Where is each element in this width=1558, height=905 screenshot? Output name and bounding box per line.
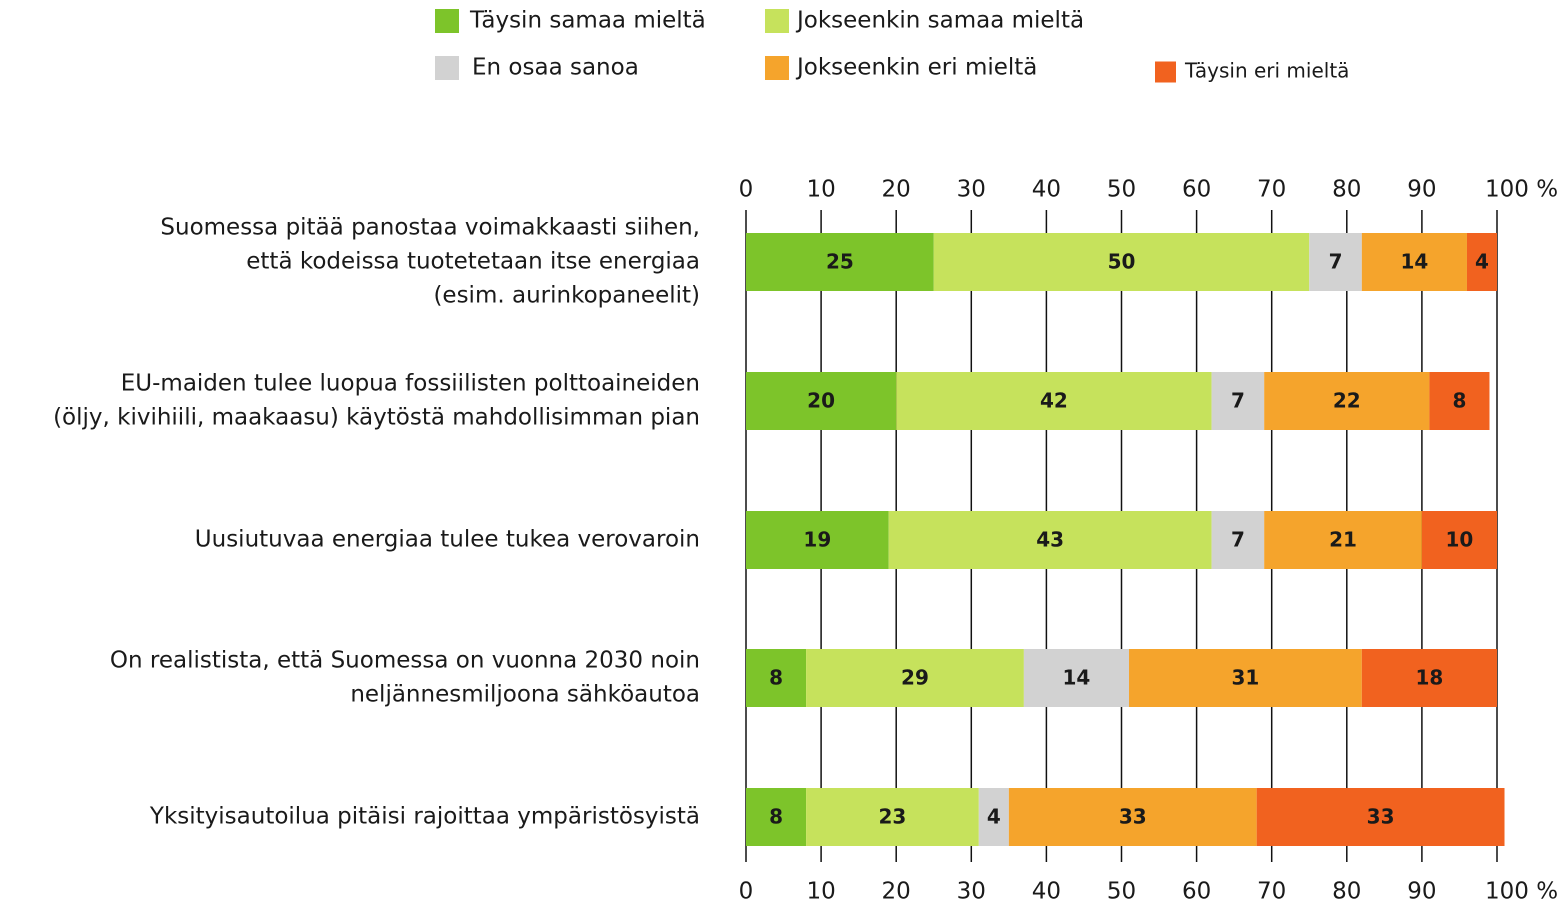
legend-label: En osaa sanoa xyxy=(472,55,639,81)
x-tick-label: 30 xyxy=(957,879,986,905)
legend-swatch xyxy=(765,9,789,33)
bar-segment xyxy=(1309,233,1362,291)
value-label: 33 xyxy=(1367,805,1395,829)
bar-segment xyxy=(746,511,889,569)
value-label: 7 xyxy=(1231,389,1245,413)
value-label: 7 xyxy=(1329,250,1343,274)
x-tick-label: 40 xyxy=(1032,177,1061,203)
category-label: Yksityisautoilua pitäisi rajoittaa ympär… xyxy=(149,804,700,830)
value-label: 23 xyxy=(879,805,907,829)
category-label: Uusiutuvaa energiaa tulee tukea verovaro… xyxy=(195,527,700,553)
value-label: 50 xyxy=(1108,250,1136,274)
value-label: 21 xyxy=(1329,528,1357,552)
x-tick-label: 0 xyxy=(739,879,754,905)
x-tick-label: 100 % xyxy=(1485,177,1558,203)
x-tick-label: 40 xyxy=(1032,879,1061,905)
legend-swatch xyxy=(765,56,789,80)
x-tick-label: 70 xyxy=(1257,879,1286,905)
bar-segment xyxy=(896,372,1212,430)
bar-segment xyxy=(806,788,979,846)
bar-segment xyxy=(888,511,1212,569)
bar-segment xyxy=(1211,372,1265,430)
value-label: 33 xyxy=(1119,805,1147,829)
category-label: EU-maiden tulee luopua fossiilisten polt… xyxy=(121,371,700,397)
value-label: 25 xyxy=(826,250,854,274)
legend-label: Täysin eri mieltä xyxy=(1184,59,1349,83)
legend-label: Täysin samaa mieltä xyxy=(469,8,706,34)
legend-label: Jokseenkin eri mieltä xyxy=(795,55,1037,81)
bar-segment xyxy=(1264,372,1430,430)
value-label: 22 xyxy=(1333,389,1361,413)
x-tick-label: 50 xyxy=(1107,879,1136,905)
value-label: 43 xyxy=(1036,528,1064,552)
value-label: 42 xyxy=(1040,389,1068,413)
category-label: että kodeissa tuotetetaan itse energiaa xyxy=(246,249,700,275)
x-tick-label: 0 xyxy=(739,177,754,203)
bar-segment xyxy=(1023,649,1130,707)
x-tick-label: 90 xyxy=(1407,879,1436,905)
bar-segment xyxy=(746,649,807,707)
bar-segment xyxy=(1466,233,1497,291)
value-label: 4 xyxy=(1475,250,1489,274)
category-label: neljännesmiljoona sähköautoa xyxy=(350,682,700,708)
value-label: 8 xyxy=(1452,389,1466,413)
x-tick-label: 20 xyxy=(882,177,911,203)
x-tick-label: 100 % xyxy=(1485,879,1558,905)
x-tick-label: 10 xyxy=(806,177,835,203)
bar-segment xyxy=(1256,788,1505,846)
x-tick-label: 60 xyxy=(1182,879,1211,905)
x-tick-label: 90 xyxy=(1407,177,1436,203)
category-label: (esim. aurinkopaneelit) xyxy=(433,283,700,309)
bar-segment xyxy=(1421,511,1497,569)
bar-segment xyxy=(746,372,897,430)
legend-swatch xyxy=(1155,61,1176,83)
value-label: 29 xyxy=(901,666,929,690)
bar-segment xyxy=(1361,233,1467,291)
value-label: 14 xyxy=(1400,250,1428,274)
legend-label: Jokseenkin samaa mieltä xyxy=(795,8,1084,34)
x-tick-label: 50 xyxy=(1107,177,1136,203)
bar-segment xyxy=(1264,511,1422,569)
bar-segment xyxy=(746,788,807,846)
x-tick-label: 10 xyxy=(806,879,835,905)
value-label: 20 xyxy=(807,389,835,413)
bar-segment xyxy=(933,233,1310,291)
category-label: Suomessa pitää panostaa voimakkaasti sii… xyxy=(160,215,700,241)
bar-segment xyxy=(1429,372,1490,430)
value-label: 18 xyxy=(1415,666,1443,690)
value-label: 10 xyxy=(1446,528,1474,552)
bar-segment xyxy=(978,788,1009,846)
bar-segment xyxy=(806,649,1024,707)
x-tick-label: 30 xyxy=(957,177,986,203)
legend-swatch xyxy=(435,9,459,33)
x-tick-label: 80 xyxy=(1332,879,1361,905)
value-label: 8 xyxy=(769,666,783,690)
bar-segment xyxy=(1361,649,1497,707)
legend-swatch xyxy=(435,56,459,80)
bar-segment xyxy=(1211,511,1265,569)
value-label: 31 xyxy=(1231,666,1259,690)
x-tick-label: 80 xyxy=(1332,177,1361,203)
x-tick-label: 20 xyxy=(882,879,911,905)
category-label: On realistista, että Suomessa on vuonna … xyxy=(110,648,700,674)
value-label: 19 xyxy=(803,528,831,552)
x-tick-label: 70 xyxy=(1257,177,1286,203)
bar-segment xyxy=(1008,788,1257,846)
value-label: 7 xyxy=(1231,528,1245,552)
value-label: 14 xyxy=(1063,666,1091,690)
category-label: (öljy, kivihiili, maakaasu) käytöstä mah… xyxy=(53,405,700,431)
x-tick-label: 60 xyxy=(1182,177,1211,203)
value-label: 8 xyxy=(769,805,783,829)
bar-segment xyxy=(746,233,934,291)
value-label: 4 xyxy=(987,805,1001,829)
bar-segment xyxy=(1129,649,1362,707)
